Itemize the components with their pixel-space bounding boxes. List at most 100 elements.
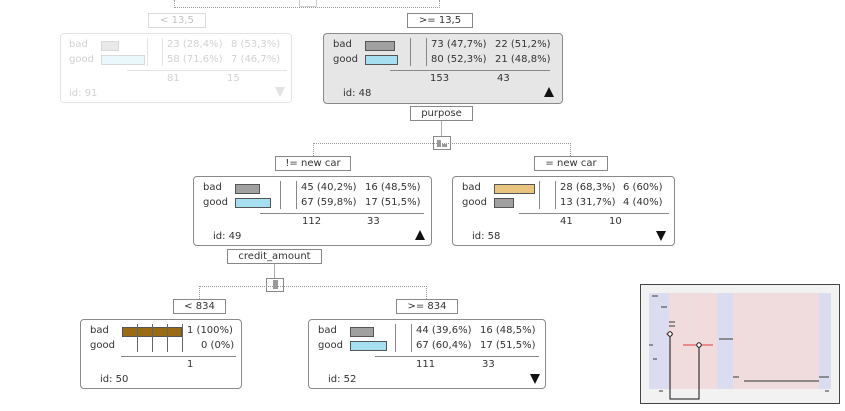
- class-label-bad: bad: [333, 39, 352, 50]
- class-label-bad: bad: [318, 325, 337, 336]
- good-count-a: 13 (31,7%): [560, 197, 616, 208]
- condition-not-new-car: != new car: [275, 156, 351, 171]
- total-b: 43: [497, 73, 510, 84]
- good-count-a: 0 (0%): [201, 340, 235, 351]
- bad-count-a: 44 (39,6%): [416, 325, 472, 336]
- total-divider: [127, 70, 287, 71]
- bad-count-b: 8 (53,3%): [231, 39, 281, 50]
- total-b: 33: [482, 359, 495, 370]
- bad-count-a: 23 (28,4%): [167, 39, 223, 50]
- bad-count-b: 6 (60%): [623, 182, 663, 193]
- total-divider: [260, 213, 424, 214]
- total-a: 153: [430, 73, 450, 84]
- bad-count-b: 22 (51,2%): [495, 39, 551, 50]
- node-id: id: 58: [472, 231, 501, 242]
- root-split-button[interactable]: [299, 0, 317, 7]
- tree-node-50[interactable]: bad good 1 (100%) 0 (0%) 1 id: 50: [80, 319, 242, 389]
- collapse-icon[interactable]: [415, 230, 425, 240]
- bar-divider: [411, 324, 412, 352]
- expand-icon[interactable]: [530, 374, 540, 384]
- condition-label-less-13-5: < 13,5: [148, 13, 206, 28]
- good-bar: [350, 341, 387, 351]
- tree-node-52[interactable]: bad good 44 (39,6%) 16 (48,5%) 67 (60,4%…: [308, 319, 546, 389]
- class-label-good: good: [90, 340, 115, 351]
- good-count-a: 58 (71,6%): [167, 54, 223, 65]
- purpose-connector: [313, 143, 571, 156]
- total-a: 1: [187, 359, 194, 370]
- bar-divider: [555, 181, 556, 209]
- bar-divider: [280, 181, 281, 209]
- expand-icon[interactable]: [656, 231, 666, 241]
- connector: [441, 121, 442, 136]
- bad-bar: [101, 41, 119, 51]
- bad-count-a: 1 (100%): [187, 325, 233, 336]
- total-divider: [519, 213, 669, 214]
- good-bar: [365, 55, 398, 65]
- total-divider: [375, 356, 539, 357]
- good-count-b: 21 (48,8%): [495, 54, 551, 65]
- good-count-b: 17 (51,5%): [480, 340, 536, 351]
- bad-count-b: 16 (48,5%): [365, 182, 421, 193]
- class-label-bad: bad: [203, 182, 222, 193]
- class-label-good: good: [333, 54, 358, 65]
- good-count-a: 67 (60,4%): [416, 340, 472, 351]
- node-id: id: 91: [69, 88, 98, 99]
- bar-divider: [147, 38, 148, 66]
- top-split-connector: [174, 0, 440, 8]
- good-count-b: 7 (46,7%): [231, 54, 281, 65]
- grid-tick: [182, 324, 183, 352]
- class-label-good: good: [69, 54, 94, 65]
- condition-less-834: < 834: [173, 299, 226, 314]
- node-id: id: 50: [100, 374, 129, 385]
- good-bar: [494, 198, 514, 208]
- split-credit-button[interactable]: [266, 278, 284, 292]
- class-label-good: good: [318, 340, 343, 351]
- condition-label-ge-13-5: >= 13,5: [407, 13, 473, 28]
- tree-minimap[interactable]: [640, 284, 840, 404]
- credit-connector: [199, 286, 427, 299]
- bad-bar: [235, 184, 260, 194]
- class-label-bad: bad: [69, 39, 88, 50]
- total-a: 41: [560, 216, 573, 227]
- condition-new-car: = new car: [534, 156, 608, 171]
- bar-divider: [426, 38, 427, 66]
- good-count-a: 80 (52,3%): [431, 54, 487, 65]
- connector: [274, 264, 275, 278]
- node-id: id: 49: [213, 231, 242, 242]
- class-label-good: good: [203, 197, 228, 208]
- total-a: 112: [302, 216, 322, 227]
- bar-divider: [539, 181, 540, 209]
- total-b: 33: [367, 216, 380, 227]
- total-divider: [121, 356, 236, 357]
- bad-count-a: 45 (40,2%): [301, 182, 357, 193]
- condition-ge-834: >= 834: [396, 299, 458, 314]
- tree-node-48[interactable]: bad good 73 (47,7%) 22 (51,2%) 80 (52,3%…: [323, 33, 563, 104]
- minimap-canvas: [649, 293, 831, 400]
- tree-node-91[interactable]: bad good 23 (28,4%) 8 (53,3%) 58 (71,6%)…: [60, 33, 292, 103]
- tree-node-49[interactable]: bad good 45 (40,2%) 16 (48,5%) 67 (59,8%…: [193, 176, 432, 246]
- bar-divider: [395, 324, 396, 352]
- class-label-good: good: [462, 197, 487, 208]
- good-count-b: 17 (51,5%): [365, 197, 421, 208]
- expand-icon[interactable]: [275, 87, 285, 97]
- split-attribute-credit-amount: credit_amount: [227, 249, 322, 264]
- class-label-bad: bad: [462, 182, 481, 193]
- class-label-bad: bad: [90, 325, 109, 336]
- bad-count-a: 73 (47,7%): [431, 39, 487, 50]
- bad-bar: [350, 327, 374, 337]
- grid-tick: [152, 324, 153, 352]
- bad-count-a: 28 (68,3%): [560, 182, 616, 193]
- total-b: 10: [609, 216, 622, 227]
- good-bar: [101, 55, 145, 65]
- collapse-icon[interactable]: [544, 87, 554, 97]
- bar-divider: [296, 181, 297, 209]
- bad-count-b: 16 (48,5%): [480, 325, 536, 336]
- grid-tick: [167, 324, 168, 352]
- good-bar: [235, 198, 271, 208]
- grid-tick: [137, 324, 138, 352]
- good-count-b: 4 (40%): [623, 197, 663, 208]
- tree-node-58[interactable]: bad good 28 (68,3%) 6 (60%) 13 (31,7%) 4…: [452, 176, 675, 246]
- total-a: 111: [416, 359, 436, 370]
- split-attribute-purpose: purpose: [410, 106, 473, 121]
- bar-divider: [162, 38, 163, 66]
